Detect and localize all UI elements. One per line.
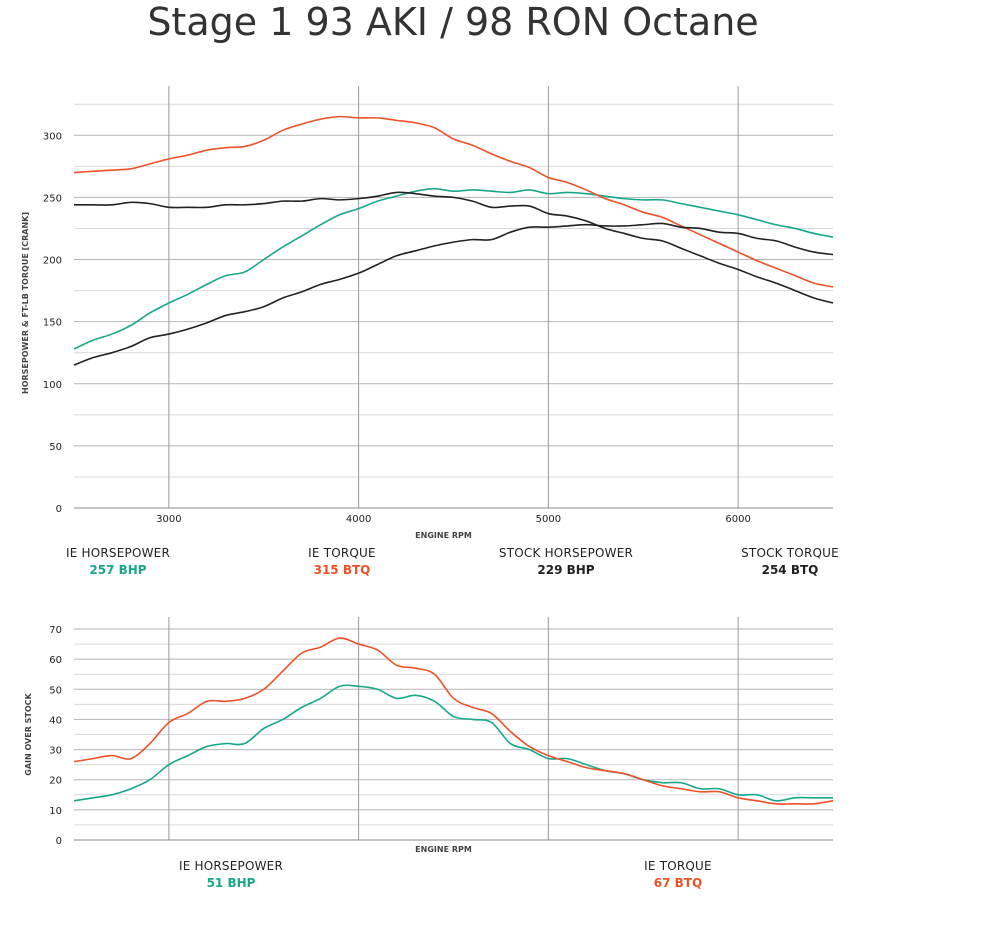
legend-value: 51 BHP xyxy=(206,876,256,890)
y-tick-label: 200 xyxy=(43,256,62,267)
legend-item-stock-hp: STOCK HORSEPOWER 229 BHP xyxy=(486,546,646,577)
series-line-ie-horsepower xyxy=(73,187,834,350)
y-tick-label: 70 xyxy=(49,625,62,636)
y-tick-label: 100 xyxy=(43,380,62,391)
series-line-stock-torque xyxy=(74,191,834,304)
legend-item-stock-tq: STOCK TORQUE 254 BTQ xyxy=(710,546,870,577)
x-axis-title: ENGINE RPM xyxy=(415,845,472,854)
legend-value: 67 BTQ xyxy=(653,876,703,890)
x-tick-label: 6000 xyxy=(725,514,750,525)
y-tick-label: 60 xyxy=(49,655,62,666)
y-tick-label: 0 xyxy=(56,836,62,847)
x-tick-label: 5000 xyxy=(536,514,561,525)
y-tick-label: 50 xyxy=(49,442,62,453)
series-line-ie-torque xyxy=(73,115,834,288)
legend-item-ie-tq-gain: IE TORQUE 67 BTQ xyxy=(598,859,758,890)
y-tick-label: 30 xyxy=(49,746,62,757)
series-line-ie-torque xyxy=(73,637,834,805)
series-line-ie-horsepower xyxy=(73,684,833,802)
legend-item-ie-tq: IE TORQUE 315 BTQ xyxy=(262,546,422,577)
y-tick-label: 40 xyxy=(49,715,62,726)
x-axis-title: ENGINE RPM xyxy=(415,531,472,540)
y-tick-label: 300 xyxy=(43,131,62,142)
legend-value: 254 BTQ xyxy=(761,563,819,577)
legend-label: STOCK TORQUE xyxy=(741,546,839,560)
y-axis-title: GAIN OVER STOCK xyxy=(24,692,33,775)
legend-label: IE TORQUE xyxy=(308,546,376,560)
y-tick-label: 50 xyxy=(49,685,62,696)
legend-item-ie-hp: IE HORSEPOWER 257 BHP xyxy=(38,546,198,577)
legend-label: STOCK HORSEPOWER xyxy=(498,546,634,560)
legend-value: 257 BHP xyxy=(89,563,147,577)
legend-item-ie-hp-gain: IE HORSEPOWER 51 BHP xyxy=(151,859,311,890)
y-tick-label: 250 xyxy=(43,193,62,204)
y-axis-title: HORSEPOWER & FT-LB TORQUE [CRANK] xyxy=(21,212,30,394)
series-line-stock-horsepower xyxy=(73,222,834,366)
legend-label: IE HORSEPOWER xyxy=(65,546,170,560)
y-tick-label: 10 xyxy=(49,806,62,817)
y-tick-label: 0 xyxy=(56,504,62,515)
legend-value: 315 BTQ xyxy=(313,563,371,577)
y-tick-label: 150 xyxy=(43,318,62,329)
x-tick-label: 3000 xyxy=(156,514,181,525)
page-title: Stage 1 93 AKI / 98 RON Octane xyxy=(147,0,759,44)
legend-value: 229 BHP xyxy=(537,563,595,577)
legend-label: IE HORSEPOWER xyxy=(178,859,283,873)
y-tick-label: 20 xyxy=(49,776,62,787)
x-tick-label: 4000 xyxy=(346,514,371,525)
legend-label: IE TORQUE xyxy=(644,859,712,873)
